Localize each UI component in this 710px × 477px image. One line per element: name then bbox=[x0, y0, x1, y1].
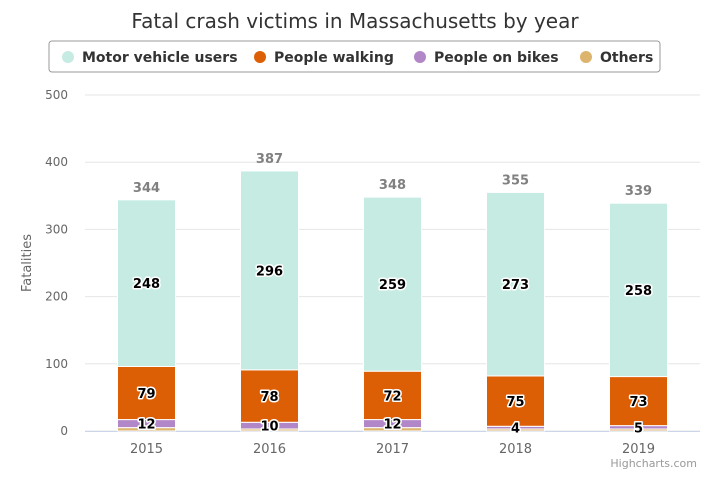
legend: Motor vehicle users People walking People … bbox=[48, 40, 661, 73]
x-tick-label: 2016 bbox=[253, 442, 286, 457]
y-tick-label: 500 bbox=[45, 88, 68, 102]
bar-segment[interactable] bbox=[486, 191, 545, 377]
y-tick-label: 400 bbox=[45, 155, 68, 169]
data-label: 12 bbox=[383, 418, 401, 433]
total-label: 355 bbox=[502, 173, 529, 188]
data-label: 78 bbox=[260, 390, 278, 405]
credits-link[interactable]: Highcharts.com bbox=[610, 457, 697, 470]
data-label: 73 bbox=[629, 395, 647, 410]
y-axis: 0 100 200 300 400 500 bbox=[45, 88, 68, 438]
chart-title: Fatal crash victims in Massachusetts by … bbox=[131, 9, 579, 33]
bar-segment[interactable] bbox=[117, 199, 176, 367]
legend-label: People on bikes bbox=[434, 50, 559, 66]
legend-label: Motor vehicle users bbox=[82, 50, 238, 66]
legend-marker bbox=[414, 51, 426, 63]
legend-item-motor-vehicle-users[interactable]: Motor vehicle users bbox=[62, 50, 238, 66]
bar-segment[interactable] bbox=[609, 376, 668, 427]
legend-label: Others bbox=[600, 50, 653, 66]
legend-marker bbox=[580, 51, 592, 63]
bars bbox=[117, 170, 668, 432]
legend-label: People walking bbox=[274, 50, 394, 66]
data-label: 79 bbox=[137, 387, 155, 402]
data-label: 258 bbox=[625, 284, 652, 299]
y-tick-label: 300 bbox=[45, 222, 68, 236]
bar-segment[interactable] bbox=[117, 365, 176, 421]
y-tick-label: 100 bbox=[45, 357, 68, 371]
total-label: 348 bbox=[379, 178, 406, 193]
data-labels: 12 79 248 344 10 78 296 387 12 72 259 348 4 75 273 355 5… bbox=[131, 152, 653, 438]
data-label: 12 bbox=[137, 418, 155, 433]
data-label: 72 bbox=[383, 389, 401, 404]
x-tick-label: 2017 bbox=[376, 442, 409, 457]
bar-segment[interactable] bbox=[363, 370, 422, 421]
legend-box bbox=[48, 40, 661, 73]
legend-item-others[interactable]: Others bbox=[580, 50, 653, 66]
x-axis: 2015 2016 2017 2018 2019 bbox=[130, 442, 655, 457]
total-label: 387 bbox=[256, 152, 283, 167]
data-label: 259 bbox=[379, 278, 406, 293]
data-label: 4 bbox=[511, 422, 520, 437]
x-tick-label: 2018 bbox=[499, 442, 532, 457]
data-label: 75 bbox=[506, 395, 524, 410]
legend-item-people-on-bikes[interactable]: People on bikes bbox=[414, 50, 559, 66]
y-tick-label: 200 bbox=[45, 290, 68, 304]
data-label: 248 bbox=[133, 277, 160, 292]
data-label: 296 bbox=[256, 264, 283, 279]
data-label: 5 bbox=[634, 421, 643, 436]
total-label: 344 bbox=[133, 181, 160, 196]
data-label: 273 bbox=[502, 278, 529, 293]
y-axis-title: Fatalities bbox=[20, 234, 35, 292]
bar-segment[interactable] bbox=[363, 196, 422, 372]
bar-segment[interactable] bbox=[609, 202, 668, 378]
y-tick-label: 0 bbox=[60, 424, 68, 438]
data-label: 10 bbox=[260, 420, 278, 435]
x-tick-label: 2015 bbox=[130, 442, 163, 457]
legend-marker bbox=[254, 51, 266, 63]
legend-item-people-walking[interactable]: People walking bbox=[254, 50, 394, 66]
legend-marker bbox=[62, 51, 74, 63]
bar-segment[interactable] bbox=[486, 375, 545, 427]
x-tick-label: 2019 bbox=[622, 442, 655, 457]
bar-segment[interactable] bbox=[240, 170, 299, 371]
total-label: 339 bbox=[625, 184, 652, 199]
bar-segment[interactable] bbox=[240, 369, 299, 423]
